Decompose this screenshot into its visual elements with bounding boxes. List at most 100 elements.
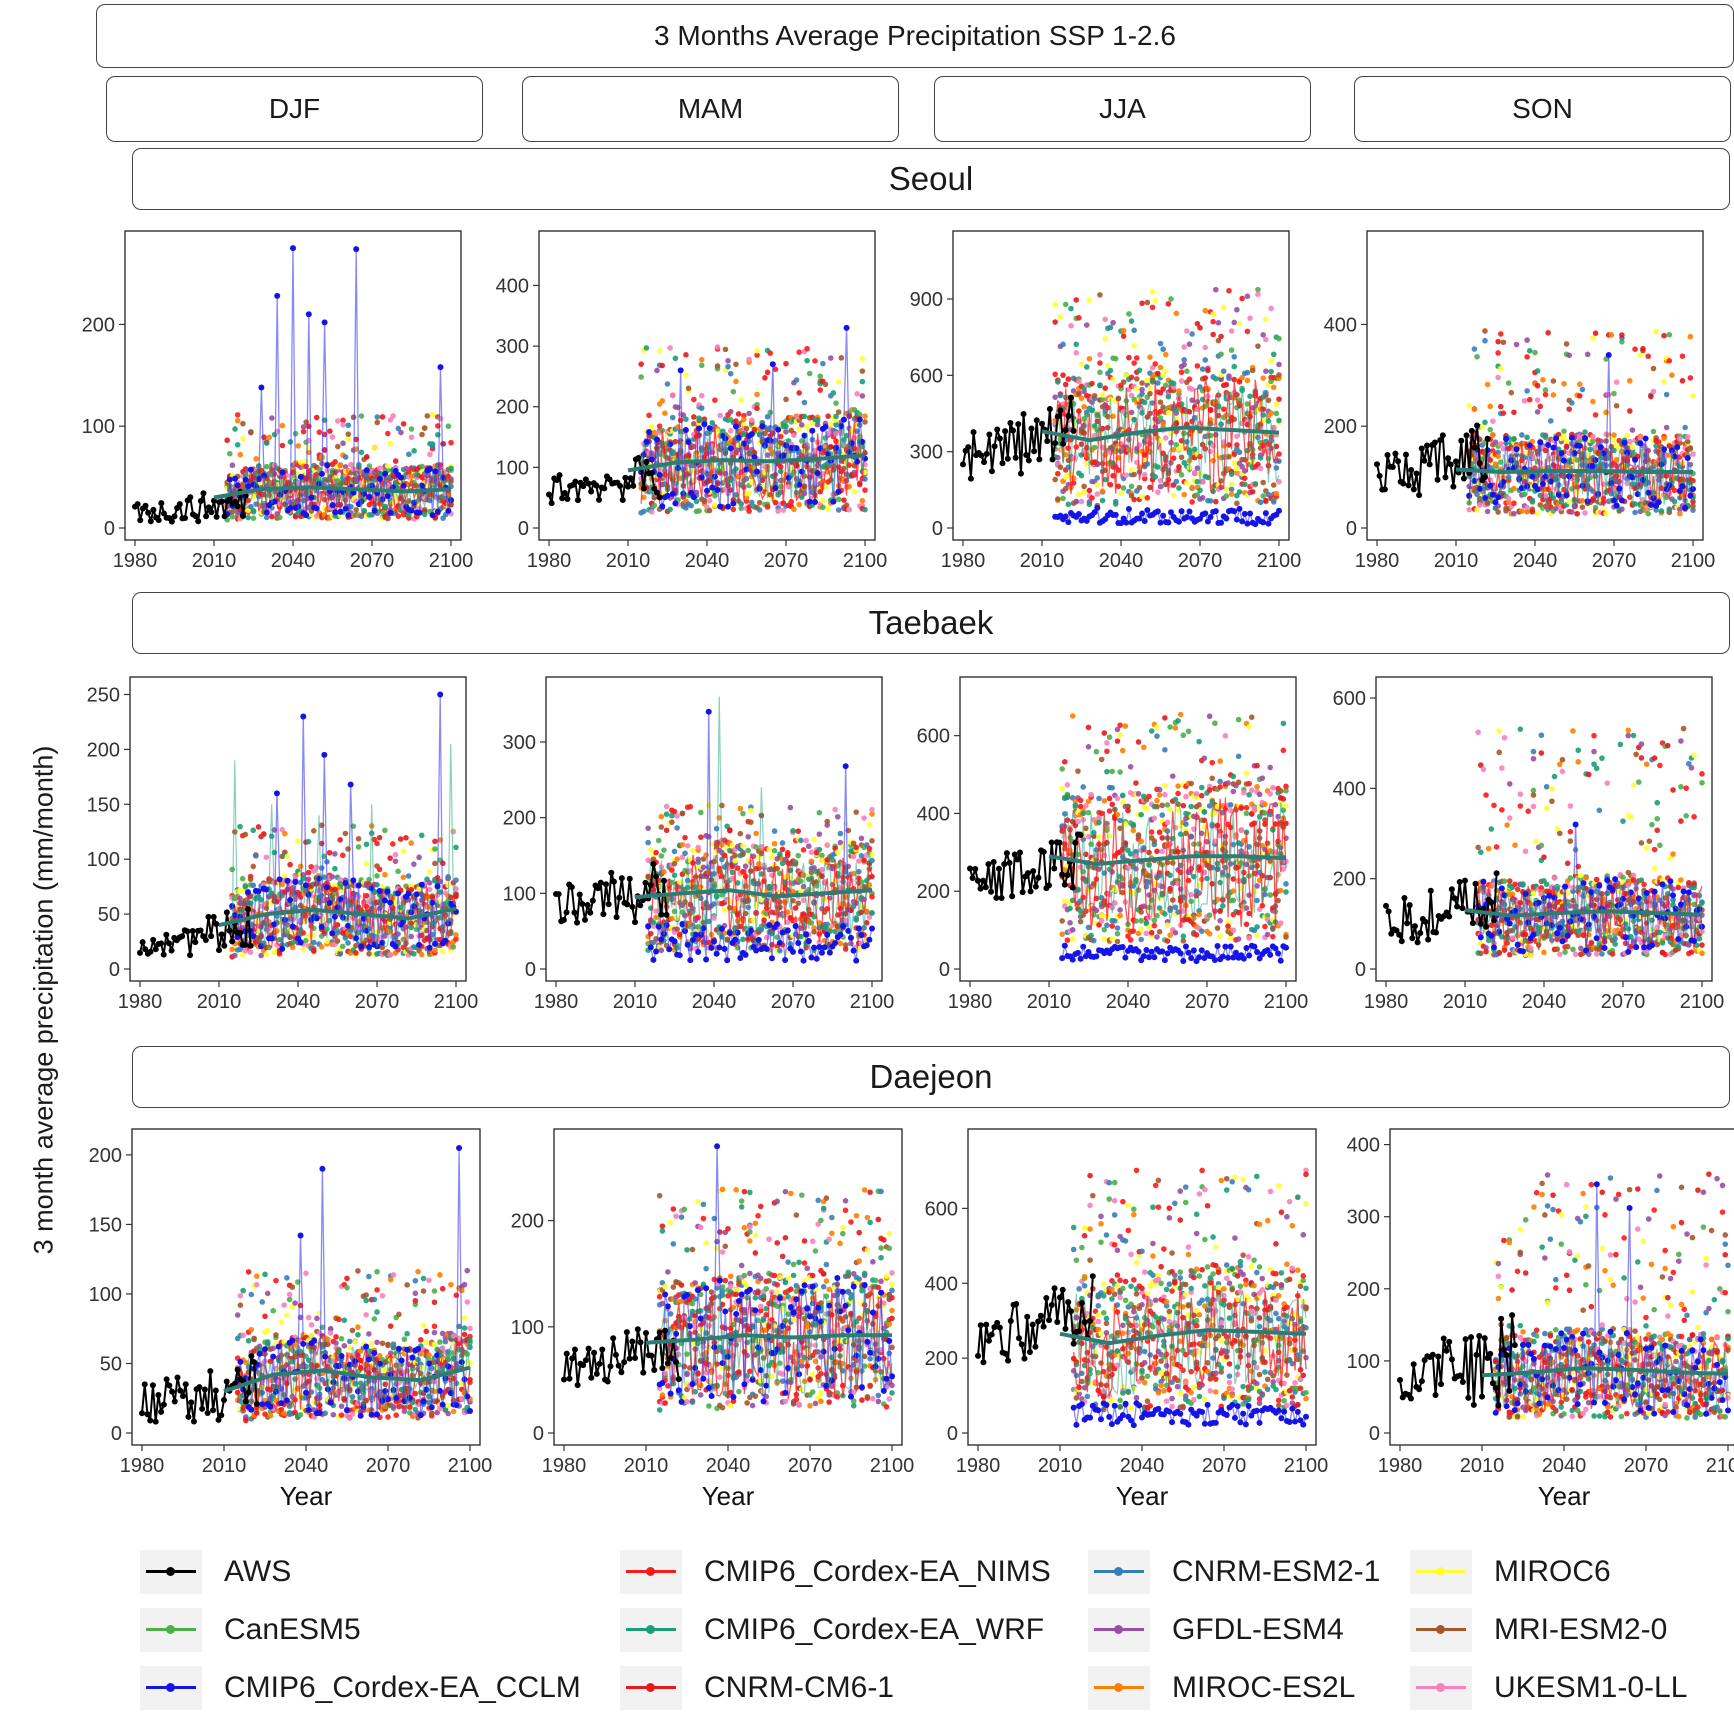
model-point <box>1260 375 1266 381</box>
aws-point <box>150 506 157 513</box>
cclm-point <box>1616 485 1623 492</box>
model-point <box>1097 360 1103 366</box>
model-point <box>1650 388 1657 395</box>
cclm-point <box>255 888 262 895</box>
model-point <box>321 447 328 453</box>
model-point <box>1099 392 1106 398</box>
cclm-point <box>426 466 433 473</box>
model-point <box>733 361 739 368</box>
model-point <box>311 939 317 946</box>
model-point <box>1160 346 1166 353</box>
model-point <box>756 431 763 437</box>
model-point <box>1529 508 1536 515</box>
model-point <box>1139 493 1145 500</box>
model-point <box>437 415 444 422</box>
model-point <box>799 438 805 444</box>
model-point <box>229 514 236 520</box>
model-point <box>1068 322 1074 329</box>
aws-point <box>622 474 629 481</box>
model-point <box>337 876 343 883</box>
model-point <box>1184 479 1190 486</box>
model-point <box>1482 419 1488 426</box>
model-point <box>1223 381 1230 388</box>
model-point <box>332 851 338 857</box>
x-tick-label: 2040 <box>685 550 730 572</box>
model-point <box>1244 293 1251 300</box>
cclm-point <box>250 932 257 939</box>
model-point <box>1658 508 1665 514</box>
model-point <box>683 372 689 378</box>
model-point <box>263 951 270 958</box>
model-point <box>358 413 365 419</box>
model-point <box>698 362 705 369</box>
model-point <box>326 849 333 856</box>
cclm-point <box>1223 515 1230 522</box>
model-point <box>1086 356 1093 362</box>
model-point <box>258 897 264 903</box>
model-point <box>440 948 446 955</box>
cclm-point <box>234 482 241 489</box>
model-point <box>1168 430 1174 437</box>
model-point <box>662 410 668 416</box>
aws-point <box>1418 445 1425 452</box>
cclm-point <box>1655 499 1662 506</box>
model-point <box>1241 475 1248 482</box>
model-point <box>1579 386 1586 393</box>
model-point <box>835 496 842 503</box>
model-point <box>1234 442 1240 448</box>
model-point <box>379 884 386 890</box>
model-point <box>1236 378 1243 385</box>
cclm-point <box>1682 504 1689 511</box>
model-point <box>854 390 860 397</box>
model-point <box>1141 475 1148 482</box>
model-point <box>1687 445 1694 451</box>
cclm-point <box>1236 505 1243 512</box>
cclm-point <box>290 245 296 252</box>
model-point <box>234 441 241 448</box>
model-point <box>1234 306 1240 313</box>
model-point <box>1147 484 1153 491</box>
model-point <box>1218 351 1224 357</box>
model-point <box>1157 483 1164 490</box>
model-point <box>387 855 393 861</box>
model-point <box>376 834 383 841</box>
aws-point <box>588 488 595 495</box>
plot-area <box>132 245 454 526</box>
cclm-point <box>408 507 415 514</box>
model-point <box>1497 441 1504 447</box>
model-point <box>432 838 438 845</box>
model-point <box>1263 368 1269 374</box>
cclm-point <box>643 438 650 445</box>
aws-point <box>1439 432 1446 439</box>
cclm-point <box>1676 488 1683 495</box>
model-point <box>1083 364 1090 370</box>
plot-area <box>546 324 868 516</box>
model-point <box>1276 335 1282 342</box>
trend-line <box>1455 467 1693 475</box>
plot-area <box>1374 328 1696 517</box>
model-point <box>743 494 750 501</box>
model-point <box>1608 332 1615 338</box>
aws-point <box>1413 470 1420 477</box>
model-point <box>1205 367 1211 374</box>
model-point <box>1102 476 1108 483</box>
model-point <box>1052 319 1058 325</box>
model-point <box>725 363 731 370</box>
model-point <box>1165 393 1172 400</box>
cclm-point <box>366 494 373 501</box>
model-point <box>1097 351 1103 358</box>
model-point <box>1220 406 1227 412</box>
aws-point <box>1402 451 1409 458</box>
aws-point <box>1017 470 1024 477</box>
model-point <box>1160 421 1166 427</box>
x-tick-label: 1980 <box>941 550 986 572</box>
model-point <box>1160 404 1166 411</box>
model-point <box>1094 491 1101 497</box>
model-point <box>1684 438 1691 445</box>
model-point <box>804 357 810 364</box>
model-point <box>1524 388 1530 394</box>
trend-line <box>1041 425 1280 443</box>
model-point <box>714 428 721 434</box>
model-point <box>1131 496 1137 503</box>
model-point <box>669 449 676 455</box>
